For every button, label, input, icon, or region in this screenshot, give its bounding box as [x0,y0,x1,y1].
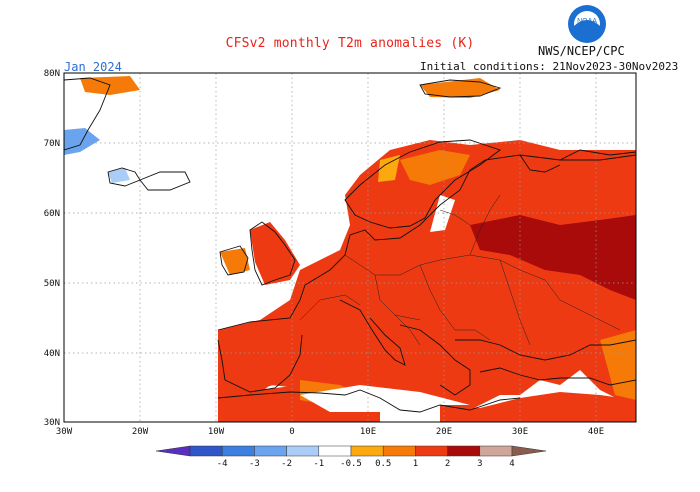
lat-label: 80N [44,69,60,79]
lon-label: 30W [56,427,73,437]
lon-label: 20E [436,427,452,437]
anomaly-region-uk [250,222,300,285]
colorbar-tick-label: -1 [313,459,324,469]
colorbar-segment [350,445,384,457]
anomaly-region-ireland [220,248,250,275]
anomaly-region-neutral-med [300,385,470,412]
lat-label: 70N [44,139,60,149]
colorbar-segment [221,445,255,457]
lon-label: 40E [588,427,604,437]
anomaly-region-orange-1 [400,150,470,185]
chart-title: CFSv2 monthly T2m anomalies (K) [225,36,475,51]
lat-label: 40N [44,349,60,359]
noaa-logo-icon: NOAA [568,5,606,43]
colorbar-tick-label: 4 [509,459,514,469]
colorbar-segment [318,445,352,457]
coastlines [64,77,636,413]
lon-label: 30E [512,427,528,437]
map-frame [63,72,637,423]
lon-label: 20W [132,427,149,437]
borders [299,194,621,346]
lat-label: 30N [44,418,60,428]
anomaly-region-orange-3 [600,330,636,400]
colorbar-segment [415,445,448,457]
anomaly-region-iberia [218,320,305,392]
anomaly-region-orange-4 [420,78,500,98]
lon-label: 10E [360,427,376,437]
colorbar-tick-label: -0.5 [340,459,362,469]
lon-label: 10W [208,427,225,437]
anomaly-region-iceland-cold [108,168,130,183]
colorbar-segment [479,445,513,457]
anomaly-region-orange-6 [378,155,400,182]
lon-label: 0 [289,427,294,437]
anomaly-region-e-med [440,392,636,422]
gridlines [64,73,636,422]
valid-month: Jan 2024 [64,60,122,74]
colorbar-arrow-low [155,445,191,457]
lat-label: 60N [44,209,60,219]
colorbar-segment [382,445,416,457]
anomaly-region-neutral-baltic [430,195,455,232]
colorbar-tick-label: -4 [217,459,228,469]
agency-label: NWS/NCEP/CPC [538,44,625,58]
colorbar-tick-label: 3 [477,459,482,469]
colorbar-tick-label: -3 [249,459,260,469]
colorbar: -4 -3 -2 -1 -0.5 0.5 1 2 3 4 [155,445,547,469]
lat-label: 50N [44,279,60,289]
anomaly-region-1-2k [218,140,636,422]
colorbar-arrow-high [511,445,547,457]
anomaly-shading [64,76,636,422]
logo-text: NOAA [577,18,597,25]
colorbar-segment [254,445,287,457]
anomaly-region-2-3k [470,215,636,300]
initial-conditions: Initial conditions: 21Nov2023-30Nov2023 [420,60,679,73]
colorbar-segment [447,445,481,457]
colorbar-tick-label: 0.5 [375,459,391,469]
colorbar-segment [189,445,223,457]
colorbar-tick-label: 2 [445,459,450,469]
colorbar-segment [286,445,320,457]
colorbar-tick-label: -2 [281,459,292,469]
colorbar-tick-label: 1 [413,459,418,469]
